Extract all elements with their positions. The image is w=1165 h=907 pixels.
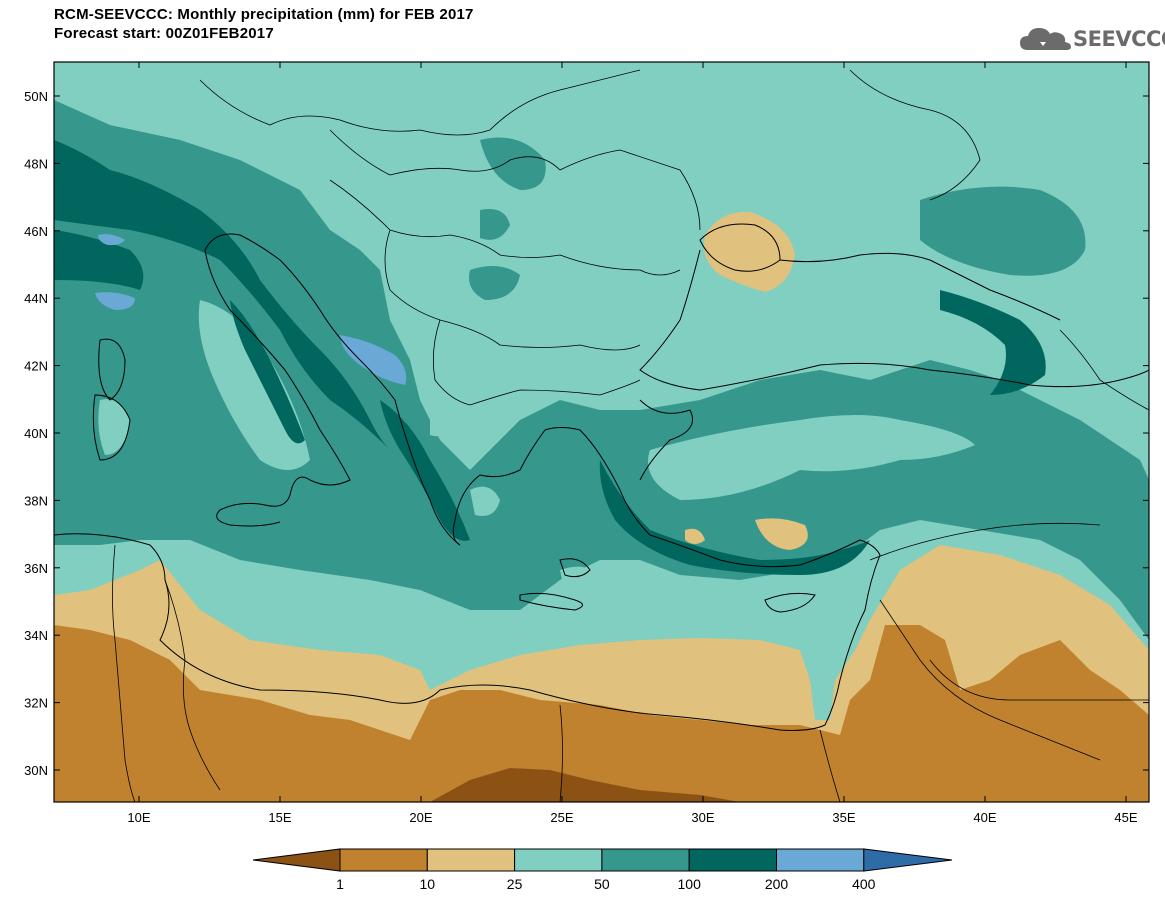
cloud-icon: [1020, 28, 1071, 50]
lon-tick-label: 30E: [691, 810, 714, 825]
latitude-axis: 50N 48N 46N 44N 42N 40N 38N 36N 34N 32N 30N: [24, 89, 1149, 778]
colorbar-segment: [514, 848, 603, 872]
field-25-50-islands: [98, 300, 975, 596]
map-title: RCM-SEEVCCC: Monthly precipitation (mm) …: [54, 6, 474, 23]
colorbar-arrow-low: [252, 848, 341, 872]
lat-tick-label: 42N: [24, 359, 48, 374]
colorbar-label: 100: [678, 876, 702, 892]
lat-tick-label: 46N: [24, 224, 48, 239]
lat-tick-label: 30N: [24, 763, 48, 778]
colorbar-label: 25: [507, 876, 523, 892]
field-100-200: [54, 140, 1046, 575]
logo-text: SEEVCCC: [1073, 27, 1165, 51]
colorbar-label: 10: [420, 876, 436, 892]
colorbar-label: 50: [594, 876, 610, 892]
field-1-10: [54, 625, 1149, 802]
lon-tick-label: 35E: [832, 810, 855, 825]
colorbar-segment: [339, 848, 428, 872]
lat-tick-label: 36N: [24, 561, 48, 576]
colorbar-label: 200: [765, 876, 789, 892]
lon-tick-label: 10E: [127, 810, 150, 825]
seevccc-logo: SEEVCCC: [1018, 22, 1165, 56]
lat-tick-label: 32N: [24, 696, 48, 711]
colorbar-arrow-high: [863, 848, 953, 872]
field-200-400: [95, 234, 407, 385]
colorbar-segment: [601, 848, 690, 872]
lon-tick-label: 20E: [409, 810, 432, 825]
coastlines: [54, 223, 1149, 731]
field-below-1: [430, 768, 740, 802]
colorbar-segment: [426, 848, 516, 872]
lat-tick-label: 50N: [24, 89, 48, 104]
lat-tick-label: 44N: [24, 291, 48, 306]
lon-tick-label: 15E: [268, 810, 291, 825]
map-field: [54, 62, 1149, 802]
field-10-25-anatolia: [685, 518, 808, 550]
colorbar-segment: [776, 848, 865, 872]
longitude-axis: 10E 15E 20E 25E 30E 35E 40E 45E: [127, 62, 1138, 825]
colorbar: 1 10 25 50 100 200 400: [252, 848, 953, 892]
lat-tick-label: 38N: [24, 493, 48, 508]
lat-tick-label: 48N: [24, 156, 48, 171]
lon-tick-label: 45E: [1114, 810, 1137, 825]
country-borders: [112, 69, 1149, 802]
forecast-start-label: Forecast start: 00Z01FEB2017: [54, 25, 274, 42]
colorbar-label: 1: [336, 876, 344, 892]
field-50-100: [54, 100, 1149, 640]
map-frame: [53, 61, 1150, 803]
field-10-25-crimea: [704, 211, 795, 292]
lat-tick-label: 34N: [24, 628, 48, 643]
lat-tick-label: 40N: [24, 426, 48, 441]
lon-tick-label: 40E: [973, 810, 996, 825]
colorbar-segment: [688, 848, 778, 872]
colorbar-label: 400: [852, 876, 876, 892]
lon-tick-label: 25E: [550, 810, 573, 825]
